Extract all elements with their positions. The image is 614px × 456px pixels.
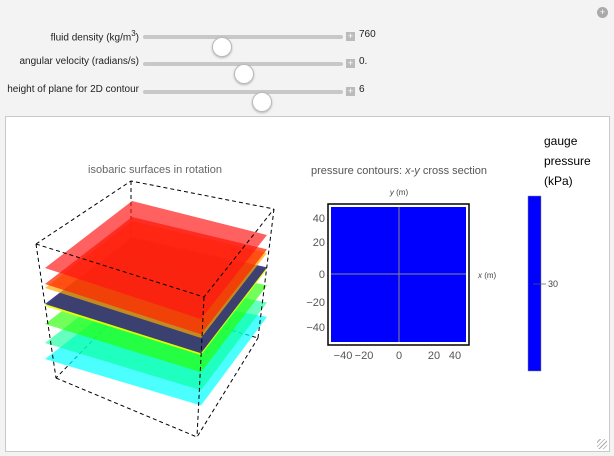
plane-height-label: height of plane for 2D contour [7, 84, 139, 95]
plane-height-value: 6 [359, 84, 365, 95]
resize-handle[interactable] [597, 439, 607, 449]
plot3d-title: isobaric surfaces in rotation [88, 164, 222, 176]
legend-color-bar [527, 195, 542, 372]
fluid-density-label: fluid density (kg/m3) [50, 29, 139, 44]
angular-velocity-value: 0. [359, 56, 368, 67]
fluid-density-value: 760 [359, 29, 376, 40]
options-gear-icon[interactable]: + [597, 7, 608, 18]
expand-plus-icon[interactable]: + [346, 31, 355, 41]
x-tick-label: −40 [334, 350, 353, 362]
y-tick-label: 40 [313, 213, 325, 225]
y-tick-label: 20 [313, 237, 325, 249]
isobaric-surface-red-1 [45, 201, 267, 319]
y-tick-label: −40 [306, 322, 325, 334]
isobaric-3d-plot[interactable]: isobaric surfaces in rotation [35, 164, 275, 438]
plane-height-slider[interactable] [143, 90, 343, 112]
output-panel: isobaric surfaces in rotation pressure c… [5, 116, 610, 452]
fluid-density-slider[interactable] [143, 35, 343, 57]
x-tick-label: 0 [396, 350, 402, 362]
y-axis-label: y (m) [389, 188, 409, 197]
x-tick-label: 20 [428, 350, 440, 362]
angular-velocity-control: angular velocity (radians/s) + 0. [0, 52, 614, 84]
expand-plus-icon[interactable]: + [346, 58, 355, 68]
legend-title-line2: pressure [544, 154, 591, 168]
x-tick-label: −20 [355, 350, 374, 362]
angular-velocity-slider[interactable] [143, 62, 343, 84]
slider-thumb[interactable] [212, 37, 232, 57]
plane-height-control: height of plane for 2D contour + 6 [0, 80, 614, 112]
fluid-density-control: fluid density (kg/m3) + 760 [0, 25, 614, 57]
legend-title-line3: (kPa) [544, 174, 573, 188]
pressure-legend: gauge pressure (kPa) 30 [527, 134, 591, 372]
y-tick-label: −20 [306, 297, 325, 309]
contour-title: pressure contours: x-y cross section [311, 165, 487, 177]
expand-plus-icon[interactable]: + [346, 86, 355, 96]
slider-thumb[interactable] [234, 64, 254, 84]
legend-title-line1: gauge [544, 134, 578, 148]
x-tick-label: 40 [449, 350, 461, 362]
y-tick-label: 0 [319, 269, 325, 281]
x-axis-label: x (m) [477, 271, 497, 280]
bounding-box-front [35, 208, 275, 438]
legend-tick-label: 30 [548, 279, 558, 289]
angular-velocity-label: angular velocity (radians/s) [19, 56, 140, 67]
slider-thumb[interactable] [252, 92, 272, 112]
contour-plot[interactable]: pressure contours: x-y cross section y (… [306, 165, 496, 362]
